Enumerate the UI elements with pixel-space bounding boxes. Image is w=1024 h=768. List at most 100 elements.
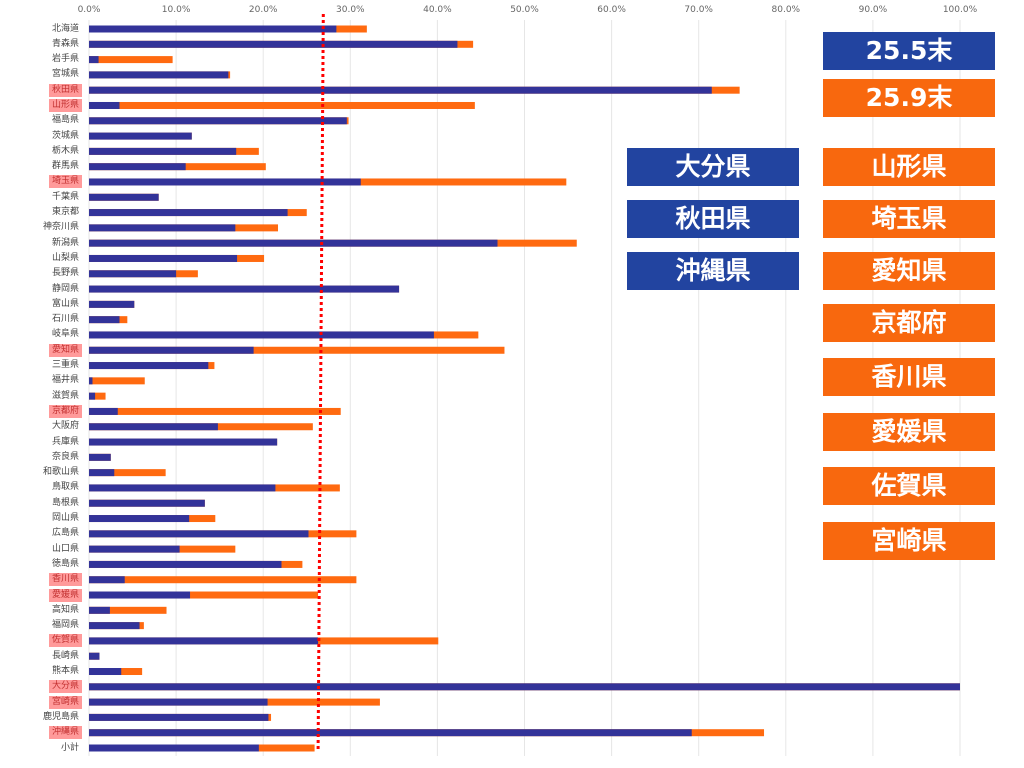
category-label: 小計 [60, 742, 79, 753]
category-label: 群馬県 [51, 161, 79, 172]
category-label: 長野県 [51, 268, 79, 279]
bar-25-5 [89, 606, 110, 614]
bar-25-9 [89, 469, 166, 477]
bar-25-5 [89, 254, 238, 262]
legend-25-5: 25.5末 [823, 32, 995, 70]
bar-25-5 [89, 453, 111, 461]
category-label: 大阪府 [51, 421, 79, 432]
callout-orange: 佐賀県 [823, 467, 995, 505]
category-label: 愛知県 [48, 343, 82, 357]
bar-25-5 [89, 132, 192, 140]
bar-25-5 [89, 147, 237, 155]
bar-25-5 [89, 163, 186, 171]
bar-25-9 [89, 606, 167, 614]
category-label: 宮崎県 [48, 695, 82, 709]
bar-25-5 [89, 101, 120, 109]
bar-25-5 [89, 331, 434, 339]
x-tick-label: 10.0% [161, 5, 191, 15]
category-label: 山梨県 [51, 252, 79, 263]
category-label: 香川県 [48, 573, 82, 587]
bar-25-5 [89, 652, 100, 660]
category-label: 秋田県 [48, 83, 82, 97]
category-label: 愛媛県 [48, 588, 82, 602]
bar-25-5 [89, 438, 278, 446]
bar-25-5 [89, 239, 498, 247]
callout-orange: 香川県 [823, 358, 995, 396]
category-label: 富山県 [51, 298, 79, 309]
bar-25-5 [89, 193, 159, 201]
legend-25-9: 25.9末 [823, 79, 995, 117]
bar-25-9 [89, 591, 319, 599]
bar-25-5 [89, 346, 254, 354]
category-label: 埼玉県 [48, 175, 82, 189]
bar-25-5 [89, 270, 177, 278]
x-tick-label: 80.0% [771, 5, 801, 15]
category-label: 鹿児島県 [42, 711, 79, 722]
category-label: 栃木県 [51, 145, 79, 156]
bar-25-5 [89, 209, 288, 217]
bar-25-5 [89, 71, 229, 79]
category-label: 岩手県 [51, 54, 79, 65]
category-label: 神奈川県 [42, 222, 79, 233]
bar-25-5 [89, 362, 209, 370]
bar-25-5 [89, 744, 259, 752]
category-label: 鳥取県 [51, 482, 79, 493]
bar-25-5 [89, 423, 218, 431]
category-label: 長崎県 [51, 650, 79, 661]
bar-25-5 [89, 56, 99, 64]
x-tick-label: 70.0% [684, 5, 713, 15]
bar-25-5 [89, 40, 458, 48]
bar-25-5 [89, 285, 400, 293]
callout-orange: 愛媛県 [823, 413, 995, 451]
bar-25-9 [89, 56, 173, 64]
category-label: 千葉県 [51, 191, 79, 202]
category-label: 福島県 [51, 115, 79, 126]
bar-25-9 [89, 346, 505, 354]
category-label: 熊本県 [51, 666, 79, 676]
category-label: 新潟県 [51, 237, 79, 248]
bar-25-5 [89, 407, 118, 415]
bar-25-9 [89, 576, 357, 584]
bar-25-5 [89, 117, 347, 125]
x-tick-label: 90.0% [858, 5, 888, 15]
category-label: 北海道 [51, 23, 79, 34]
callout-orange: 山形県 [823, 148, 995, 186]
bar-25-5 [89, 576, 125, 584]
bar-25-5 [89, 560, 282, 568]
category-label: 静岡県 [51, 283, 79, 294]
category-label: 兵庫県 [51, 436, 79, 447]
category-label: 徳島県 [51, 558, 79, 569]
category-label: 和歌山県 [42, 467, 79, 478]
bar-25-5 [89, 713, 269, 721]
category-label: 山形県 [48, 98, 82, 112]
bar-25-5 [89, 591, 191, 599]
category-label: 島根県 [51, 497, 79, 508]
x-tick-label: 60.0% [597, 5, 626, 15]
bar-25-5 [89, 484, 276, 492]
bar-25-5 [89, 515, 190, 523]
category-label: 滋賀県 [51, 390, 79, 401]
x-tick-label: 100.0% [942, 5, 978, 15]
x-tick-label: 20.0% [248, 5, 278, 15]
bar-25-5 [89, 86, 712, 94]
bar-25-5 [89, 637, 319, 645]
category-label: 京都府 [48, 404, 82, 418]
bar-25-5 [89, 377, 93, 385]
x-tick-label: 0.0% [77, 5, 101, 15]
category-label: 奈良県 [51, 451, 79, 462]
category-label: 沖縄県 [48, 726, 82, 740]
category-label: 三重県 [51, 360, 79, 371]
bar-25-5 [89, 224, 236, 232]
bar-25-5 [89, 469, 115, 477]
callout-orange: 愛知県 [823, 252, 995, 290]
category-label: 東京都 [51, 207, 79, 218]
bar-25-9 [89, 377, 145, 385]
x-tick-label: 30.0% [336, 5, 365, 15]
bar-25-5 [89, 683, 960, 691]
category-label: 宮城県 [51, 69, 79, 80]
category-label: 岡山県 [51, 513, 79, 524]
callout-orange: 京都府 [823, 304, 995, 342]
category-label: 大分県 [48, 680, 82, 694]
category-label: 山口県 [51, 543, 79, 554]
bar-25-9 [89, 392, 106, 400]
